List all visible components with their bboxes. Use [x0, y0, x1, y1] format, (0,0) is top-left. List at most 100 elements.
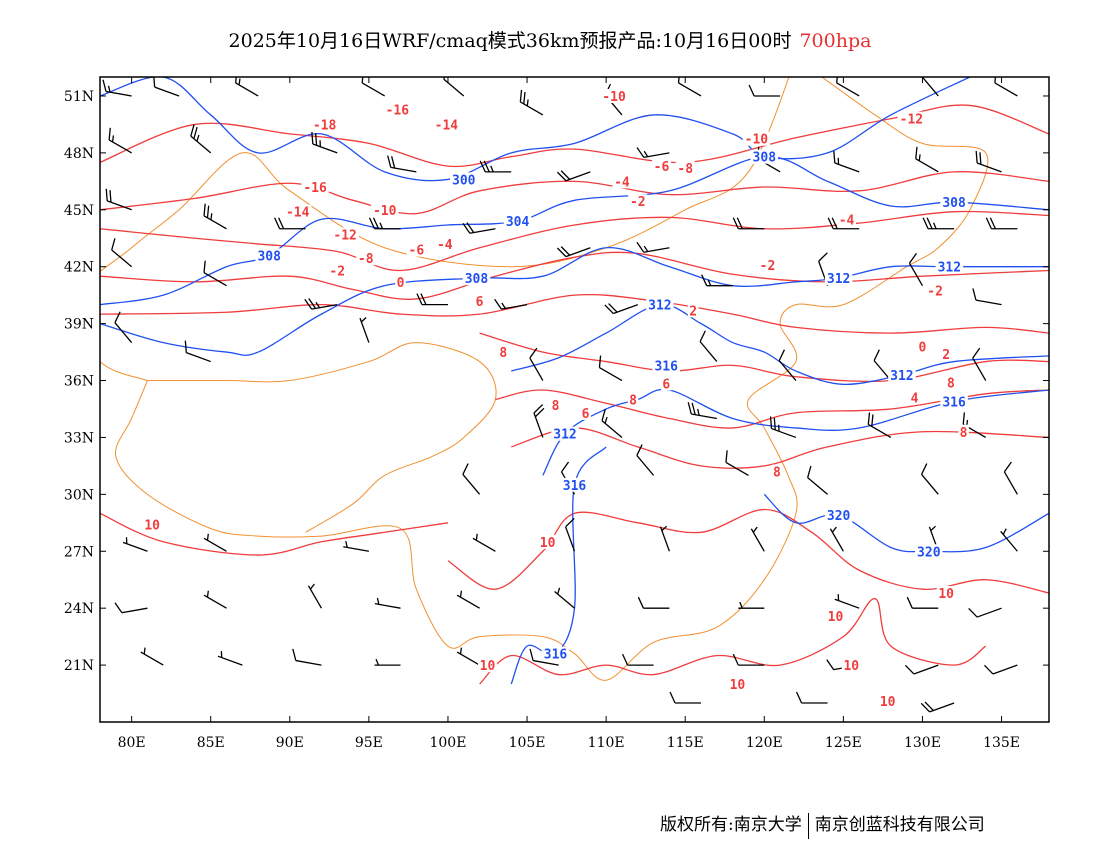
temperature-contour	[511, 427, 1049, 469]
temperature-label: -2	[927, 284, 943, 299]
height-label: 308	[465, 272, 489, 287]
height-label-bg	[646, 297, 674, 312]
x-tick-label: 100E	[429, 735, 466, 751]
temperature-label-bg	[550, 398, 561, 413]
wind-barb	[519, 89, 544, 116]
x-tick-label: 95E	[355, 735, 383, 751]
height-contour	[100, 77, 971, 182]
barb-staff	[921, 77, 939, 97]
barb-flag	[691, 402, 696, 415]
wind-barb	[669, 691, 702, 704]
barb-flag	[962, 412, 966, 425]
wind-barb	[343, 540, 369, 552]
temperature-label: -16	[303, 181, 327, 196]
barb-staff	[834, 162, 860, 173]
barb-flag	[387, 155, 392, 168]
footer-divider	[807, 812, 809, 839]
barb-flag	[827, 217, 834, 230]
barb-flag	[904, 664, 915, 675]
barb-flag	[108, 127, 111, 140]
barb-staff	[1003, 471, 1018, 495]
wind-barb	[604, 303, 638, 315]
y-tick-label: 42N	[64, 260, 94, 276]
y-tick-label: 27N	[64, 544, 94, 560]
barb-staff	[725, 461, 749, 476]
wind-barb	[807, 465, 828, 495]
wind-barb	[732, 217, 765, 230]
barb-staff	[636, 455, 655, 476]
wind-barb	[921, 77, 939, 97]
wind-barb	[472, 533, 496, 552]
temperature-label: 6	[476, 295, 484, 310]
temperature-label-bg	[331, 227, 359, 242]
barb-staff	[829, 528, 844, 552]
temperature-label-bg	[406, 242, 426, 257]
temperature-label: 10	[540, 536, 556, 551]
barb-staff	[520, 101, 544, 116]
wind-barb	[184, 340, 211, 363]
barb-half	[379, 222, 384, 230]
barb-staff	[111, 249, 133, 268]
temperature-label: 10	[843, 659, 859, 674]
y-tick-label: 36N	[64, 374, 94, 390]
wind-barb	[906, 596, 939, 609]
height-contour	[511, 303, 1049, 385]
temperature-label: -10	[745, 133, 769, 148]
barb-half	[752, 526, 758, 533]
temperature-label-bg	[660, 376, 672, 391]
wind-barb	[416, 293, 448, 306]
barb-flag	[304, 298, 313, 310]
temperature-label-bg	[310, 117, 339, 132]
barb-flag	[989, 217, 996, 230]
temperature-label-bg	[474, 293, 485, 308]
height-label-bg	[652, 358, 680, 373]
barb-half	[107, 85, 111, 93]
barb-staff	[108, 139, 132, 154]
barb-staff	[203, 594, 227, 609]
temperature-label: -12	[900, 113, 923, 128]
barb-staff	[443, 78, 465, 97]
temperature-label: -4	[839, 213, 855, 228]
temperature-label-bg	[841, 658, 861, 673]
barb-flag	[636, 147, 645, 158]
wind-barb	[529, 347, 544, 381]
height-label-bg	[750, 149, 779, 164]
temperature-label-bg	[675, 161, 695, 176]
temperature-label-bg	[771, 464, 783, 479]
wind-barb	[904, 664, 939, 675]
temperature-label: 0	[919, 340, 927, 355]
wind-barb	[456, 647, 480, 666]
barb-flag	[906, 596, 913, 609]
barb-flag	[920, 463, 928, 475]
wind-barb	[829, 526, 844, 552]
temperature-label-bg	[435, 236, 455, 251]
barb-flag	[920, 702, 931, 713]
barb-flag	[533, 404, 544, 414]
barb-half	[831, 526, 837, 533]
height-label-bg	[551, 426, 579, 441]
temperature-contour	[100, 293, 1049, 334]
barb-staff	[565, 171, 591, 182]
barb-half	[778, 424, 780, 432]
barb-half	[475, 533, 478, 541]
barb-flag	[308, 298, 317, 309]
height-label-bg	[462, 271, 491, 286]
barb-half	[604, 416, 608, 424]
barb-flag	[748, 84, 755, 97]
barb-half	[111, 135, 115, 142]
height-label-bg	[450, 172, 478, 187]
barb-staff	[873, 360, 892, 381]
barb-staff	[307, 585, 322, 609]
barb-half	[643, 245, 649, 252]
x-tick-label: 85E	[197, 735, 225, 751]
wind-barb	[699, 330, 718, 362]
wind-barb	[659, 525, 671, 552]
barb-staff	[501, 304, 528, 310]
barb-flag	[311, 131, 314, 145]
barb-flag	[636, 241, 645, 253]
temperature-label-bg	[958, 424, 969, 439]
wind-barb	[972, 288, 1002, 306]
wind-barb	[359, 317, 370, 343]
wind-barb	[443, 77, 465, 97]
temperature-label: 0	[397, 276, 405, 291]
